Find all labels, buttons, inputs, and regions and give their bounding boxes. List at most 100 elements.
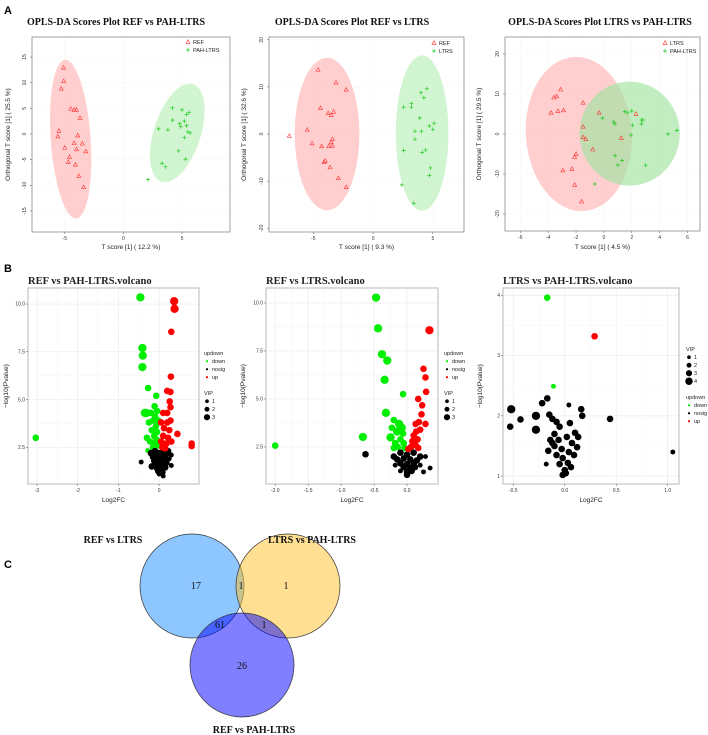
legend-title-vip: VIP [204, 391, 213, 397]
data-point-ltrs [551, 94, 557, 100]
data-point-ref [74, 146, 80, 152]
data-point-ref [317, 105, 323, 110]
data-point-nosig [556, 460, 563, 468]
legend-size-icon [444, 406, 450, 412]
x-tick-label: 0 [122, 236, 125, 242]
data-point-nosig [423, 454, 428, 459]
y-tick-label: -15 [22, 207, 28, 214]
data-point-down [381, 408, 391, 417]
data-point-ltrs [560, 107, 567, 113]
data-point-ltrs [633, 111, 639, 116]
y-axis-label: −log10(Pvalue) [3, 364, 10, 408]
data-point-down [153, 407, 161, 415]
y-tick-label: 2.5 [256, 445, 263, 451]
data-point-pah-ltrs [183, 157, 188, 162]
data-point-nosig [556, 423, 563, 431]
plot-frame [268, 36, 465, 233]
y-tick-label: 5.0 [18, 397, 25, 403]
data-point-ref [315, 67, 321, 72]
data-point-ref [79, 140, 85, 146]
legend-triangle-icon [662, 40, 668, 45]
data-point-down [138, 362, 147, 372]
y-tick-label: 10 [259, 84, 265, 90]
y-tick-label: 7.5 [256, 349, 263, 355]
data-point-nosig [563, 433, 571, 441]
legend-size-icon [685, 370, 693, 377]
chart-volcano3: -0.5 0.0 0.5 1.0 4 3 2 1 LTRS vs PAH-LTRS.volcan… [477, 276, 707, 504]
legend-label: down [452, 359, 465, 365]
data-point-down [388, 424, 396, 432]
x-tick-label: -3 [35, 488, 40, 494]
x-axis-label: Log2FC [579, 497, 602, 504]
data-point-pah-ltrs [613, 122, 618, 126]
y-axis-label: −log10(Pvalue) [477, 364, 484, 408]
data-point-down [144, 384, 152, 392]
data-point-ltrs [418, 90, 423, 95]
data-point-ltrs [573, 151, 579, 156]
data-point-down [138, 343, 147, 353]
y-tick-label: 0 [22, 132, 28, 135]
data-point-ltrs [548, 109, 554, 115]
data-point-up [170, 297, 179, 306]
data-point-ref [56, 128, 62, 133]
legend-size-icon [445, 399, 449, 404]
legend-plus-icon [432, 49, 436, 53]
x-axis-label: T score [1] ( 12.2 %) [102, 244, 161, 251]
y-tick-label: 10 [22, 80, 28, 86]
data-point-up [168, 328, 175, 336]
legend-label: down [694, 403, 707, 409]
data-point-nosig [544, 447, 552, 455]
data-point-nosig [531, 411, 541, 421]
legend-label: 3 [452, 415, 455, 421]
data-point-nosig [160, 473, 166, 479]
venn-count: 26 [237, 661, 247, 672]
data-point-up [188, 442, 195, 450]
data-point-ref [321, 159, 327, 164]
data-point-nosig [168, 463, 174, 468]
x-axis-label: Log2FC [102, 497, 125, 504]
data-point-ref [327, 164, 333, 170]
data-point-up [167, 373, 175, 380]
legend-dot-icon [205, 376, 209, 379]
data-point-ref [81, 184, 87, 190]
chart-title: OPLS-DA Scores Plot REF vs PAH-LTRS [27, 17, 206, 28]
data-point-up [405, 445, 412, 453]
data-point-ltrs [427, 173, 432, 178]
data-point-ltrs [555, 108, 561, 113]
data-point-pah-ltrs [185, 129, 190, 134]
data-point-down [271, 442, 279, 449]
legend-size-icon [687, 355, 691, 360]
data-point-pah-ltrs [156, 126, 161, 131]
data-point-pah-ltrs [163, 164, 168, 169]
x-tick-label: 0 [158, 488, 161, 494]
data-point-nosig [555, 436, 562, 444]
legend-plus-icon [186, 48, 190, 52]
data-point-ref [335, 175, 341, 181]
data-point-nosig [568, 439, 576, 447]
data-point-ltrs [409, 105, 414, 110]
data-point-up [425, 326, 434, 335]
data-point-up [167, 403, 174, 411]
data-point-up [422, 388, 430, 396]
y-tick-label: 0 [259, 132, 265, 135]
data-point-pah-ltrs [182, 119, 187, 124]
data-point-nosig [506, 423, 514, 431]
data-point-up [414, 435, 421, 443]
data-point-ltrs [412, 137, 417, 142]
data-point-ltrs [423, 148, 428, 153]
y-tick-label: 2.5 [18, 445, 25, 451]
data-point-ltrs [580, 123, 586, 129]
data-point-ref [62, 145, 68, 150]
legend-size-icon [685, 377, 693, 385]
legend-label: LTRS [439, 49, 453, 55]
data-point-ltrs [412, 129, 417, 134]
data-point-ref [331, 109, 337, 114]
data-point-nosig [670, 449, 676, 455]
data-point-down [380, 375, 389, 384]
x-tick-label: 2 [630, 235, 633, 241]
data-point-ref [286, 133, 292, 138]
data-point-ltrs [558, 86, 564, 92]
x-tick-label: 0.0 [404, 488, 411, 494]
legend-dot-icon [445, 376, 449, 379]
